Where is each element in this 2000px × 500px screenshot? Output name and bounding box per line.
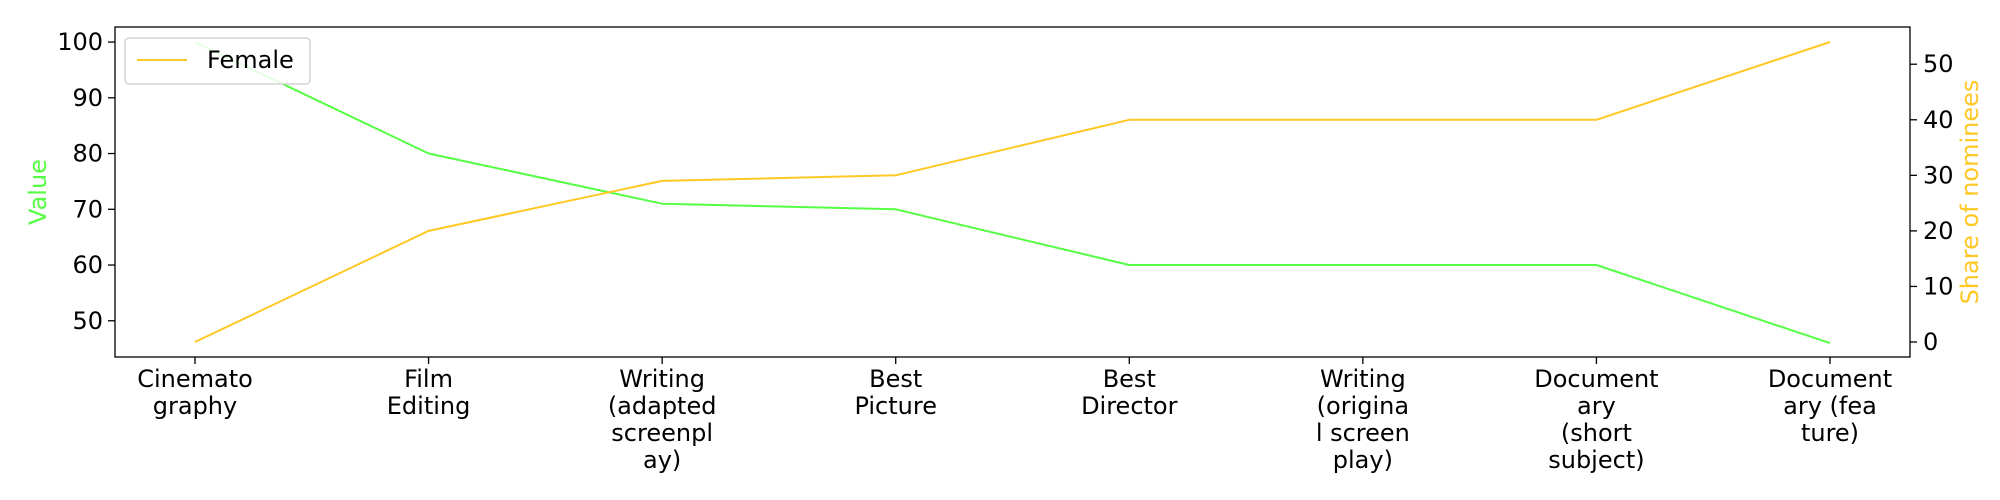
right-tick-label: 30 (1923, 161, 1954, 189)
left-tick-label: 80 (72, 140, 103, 168)
plot-frame (114, 26, 1911, 358)
left-tick-label: 50 (72, 307, 103, 335)
left-tick-label: 100 (57, 28, 103, 56)
right-tick-label: 50 (1923, 50, 1954, 78)
legend-label-female: Female (207, 46, 294, 74)
right-axis-ticks: 0 10 20 30 40 50 (1910, 50, 1954, 356)
left-axis-title: Value (24, 159, 52, 225)
x-axis-ticks: Cinemato graphy Film Editing Writing (adapted… (137, 357, 1892, 474)
legend-box (124, 37, 311, 85)
left-tick-label: 70 (72, 195, 103, 223)
x-tick-label: Writing (adapted screenpl ay) (608, 365, 717, 474)
x-tick-label: Film Editing (387, 365, 471, 420)
x-tick-label: Best Picture (854, 365, 937, 420)
right-tick-label: 10 (1923, 272, 1954, 300)
x-tick-label: Document ary (fea ture) (1768, 365, 1892, 447)
series-lines (194, 41, 1831, 345)
right-tick-label: 40 (1923, 106, 1954, 134)
right-tick-label: 20 (1923, 217, 1954, 245)
left-tick-label: 90 (72, 84, 103, 112)
right-tick-label: 0 (1923, 328, 1938, 356)
series-line-female (194, 41, 1831, 343)
x-tick-label: Best Director (1081, 365, 1178, 420)
series-line-value (194, 41, 1831, 345)
x-tick-label: Document ary (short subject) (1534, 365, 1658, 474)
right-axis-title: Share of nominees (1956, 80, 1984, 305)
x-tick-label: Cinemato graphy (137, 365, 253, 420)
left-tick-label: 60 (72, 251, 103, 279)
x-tick-label: Writing (origina l screen play) (1316, 365, 1410, 474)
legend: Female (124, 37, 311, 85)
left-axis-ticks: 50 60 70 80 90 100 (57, 28, 115, 335)
